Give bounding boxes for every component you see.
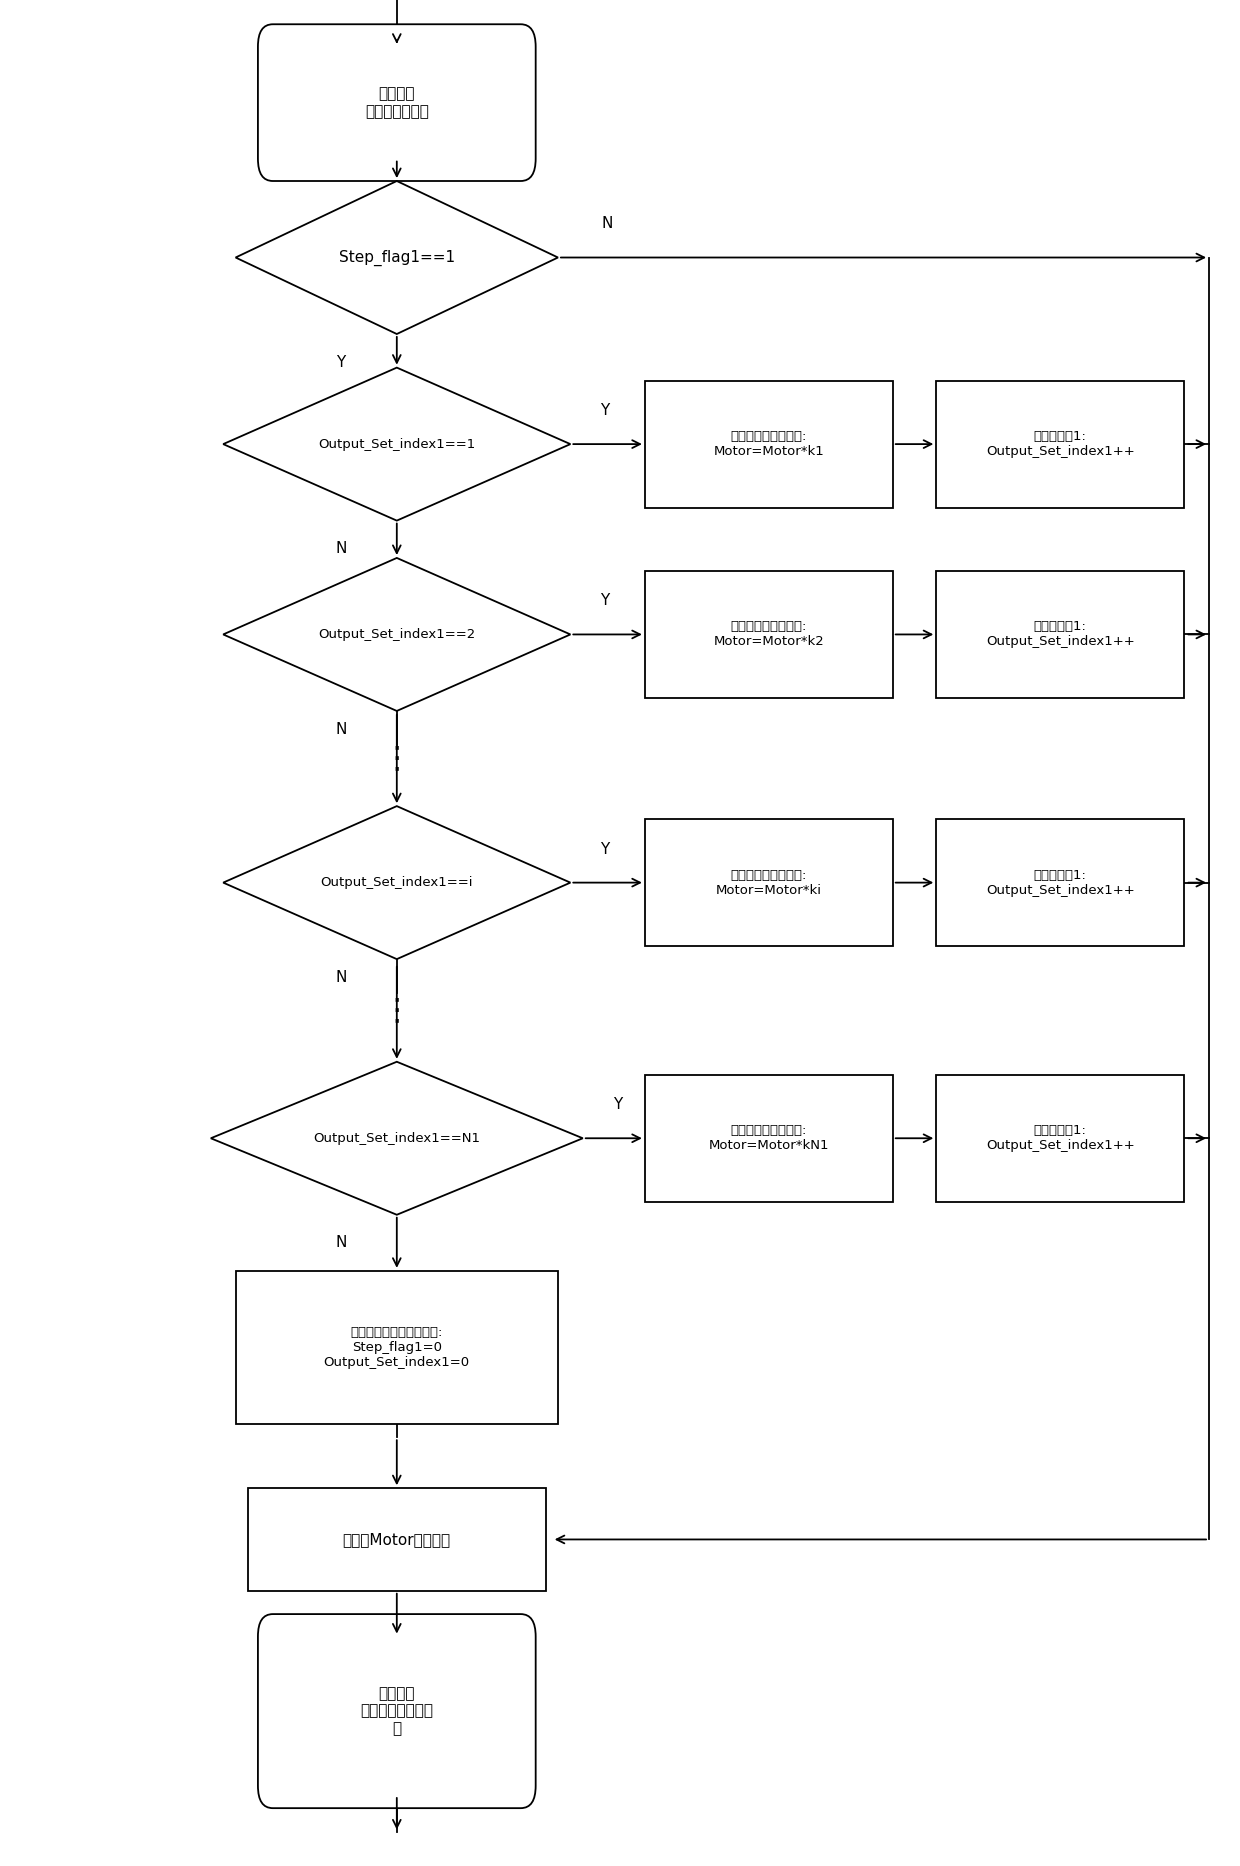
Text: 索引变量加1:
Output_Set_index1++: 索引变量加1: Output_Set_index1++ [986, 429, 1135, 459]
Text: N: N [335, 541, 347, 556]
Bar [645, 381, 893, 508]
Text: 控制量Motor输出限幅: 控制量Motor输出限幅 [342, 1532, 451, 1547]
Bar [645, 819, 893, 946]
Text: 控制量乘以整形系数:
Motor=Motor*k1: 控制量乘以整形系数: Motor=Motor*k1 [713, 429, 825, 459]
Text: 控制周期
起跃控制量整形完
毕: 控制周期 起跃控制量整形完 毕 [361, 1687, 433, 1735]
Bar [248, 1489, 546, 1590]
Bar [236, 1271, 558, 1424]
FancyBboxPatch shape [258, 24, 536, 181]
Text: Y: Y [600, 842, 610, 856]
Text: 阶跃标志和索引变量清零:
Step_flag1=0
Output_Set_index1=0: 阶跃标志和索引变量清零: Step_flag1=0 Output_Set_ind… [324, 1325, 470, 1370]
Bar [936, 571, 1184, 698]
Text: 索引变量加1:
Output_Set_index1++: 索引变量加1: Output_Set_index1++ [986, 868, 1135, 898]
Text: ⋮: ⋮ [382, 745, 412, 773]
Text: Output_Set_index1==2: Output_Set_index1==2 [319, 629, 475, 640]
Polygon shape [223, 806, 570, 959]
Text: Step_flag1==1: Step_flag1==1 [339, 250, 455, 265]
Text: Output_Set_index1==1: Output_Set_index1==1 [319, 439, 475, 450]
Text: Output_Set_index1==i: Output_Set_index1==i [321, 877, 472, 888]
Text: N: N [335, 1235, 347, 1250]
Text: Y: Y [613, 1097, 622, 1112]
Text: N: N [335, 970, 347, 985]
Text: 控制量乘以整形系数:
Motor=Motor*k2: 控制量乘以整形系数: Motor=Motor*k2 [713, 620, 825, 649]
Text: ⋮: ⋮ [382, 996, 412, 1024]
Bar [645, 571, 893, 698]
Text: Output_Set_index1==N1: Output_Set_index1==N1 [314, 1133, 480, 1144]
Polygon shape [223, 558, 570, 711]
Text: Y: Y [600, 593, 610, 608]
Bar [936, 1075, 1184, 1202]
Text: Y: Y [336, 355, 346, 369]
Text: 索引变量加1:
Output_Set_index1++: 索引变量加1: Output_Set_index1++ [986, 620, 1135, 649]
Polygon shape [223, 368, 570, 521]
Polygon shape [211, 1062, 583, 1215]
Text: 索引变量加1:
Output_Set_index1++: 索引变量加1: Output_Set_index1++ [986, 1123, 1135, 1153]
Text: N: N [335, 722, 347, 737]
Bar [645, 1075, 893, 1202]
FancyBboxPatch shape [258, 1614, 536, 1808]
Bar [936, 381, 1184, 508]
Text: 控制量乘以整形系数:
Motor=Motor*kN1: 控制量乘以整形系数: Motor=Motor*kN1 [708, 1123, 830, 1153]
Text: N: N [601, 216, 614, 231]
Bar [936, 819, 1184, 946]
Text: Y: Y [600, 403, 610, 418]
Text: 控制周期
起跃控制量整形: 控制周期 起跃控制量整形 [365, 86, 429, 119]
Polygon shape [236, 181, 558, 334]
Text: 控制量乘以整形系数:
Motor=Motor*ki: 控制量乘以整形系数: Motor=Motor*ki [715, 868, 822, 898]
